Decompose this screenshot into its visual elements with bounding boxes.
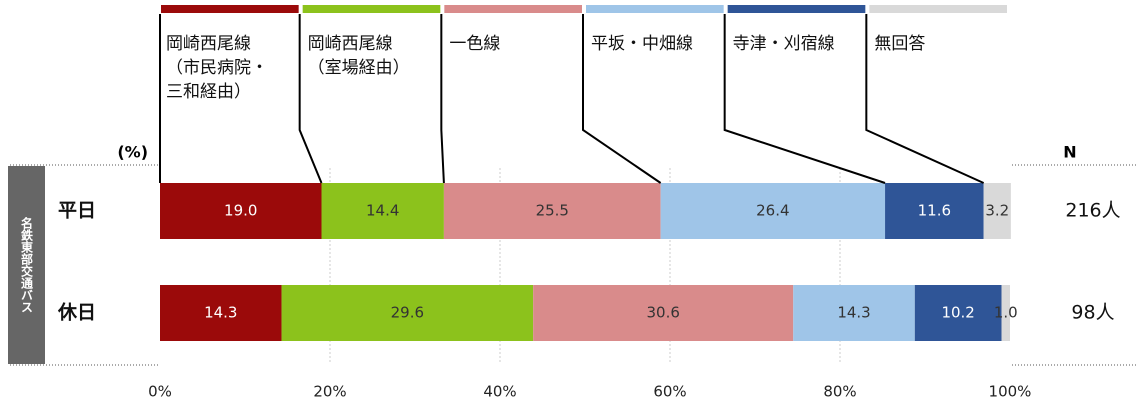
leader-line (298, 14, 323, 184)
bar-segment (281, 285, 534, 341)
x-tick-label: 20% (313, 383, 346, 401)
n-label: 98人 (1071, 302, 1114, 324)
value-label: 19.0 (224, 202, 257, 220)
x-tick-label: 100% (989, 383, 1032, 401)
bar-segment (793, 285, 915, 341)
bar-segment (983, 183, 1011, 239)
value-label: 29.6 (391, 304, 424, 322)
value-label: 14.3 (204, 304, 237, 322)
legend-label: 一色線 (449, 34, 501, 54)
leader-line (582, 14, 662, 184)
unit-label: (%) (117, 143, 148, 162)
legend-box: 寺津・刈宿線 (732, 34, 835, 54)
category-label: 休日 (57, 302, 96, 324)
x-tick-label: 80% (823, 383, 856, 401)
legend-swatch (586, 5, 724, 13)
leader-line (865, 14, 985, 184)
value-label: 3.2 (985, 202, 1009, 220)
bar-segment (160, 285, 282, 341)
legend-label: 無回答 (874, 34, 926, 54)
x-tick-label: 60% (653, 383, 686, 401)
legend-label: 平坂・中畑線 (591, 34, 693, 54)
x-tick-label: 40% (483, 383, 516, 401)
legend-box: 一色線 (449, 34, 501, 54)
value-label: 14.4 (366, 202, 399, 220)
legend-box: 岡崎西尾線 （室場経由） (307, 34, 410, 78)
legend-swatch (727, 5, 866, 13)
bar-segment (321, 183, 444, 239)
category-label: 平日 (58, 200, 96, 222)
n-label: 216人 (1065, 200, 1120, 222)
value-label: 14.3 (837, 304, 870, 322)
legend-box: 無回答 (874, 34, 926, 54)
value-label: 25.5 (536, 202, 569, 220)
legend-label: 岡崎西尾線 （市民病院・ 三和経由） (166, 34, 268, 102)
group-label-box: 名鉄東部交通バス (19, 217, 34, 313)
legend-label: 寺津・刈宿線 (732, 34, 835, 54)
leader-line (440, 14, 445, 184)
bar-segment (533, 285, 794, 341)
value-label: 30.6 (646, 304, 679, 322)
value-label: 26.4 (756, 202, 789, 220)
value-label: 11.6 (918, 202, 951, 220)
bar-segment (1001, 285, 1010, 341)
bar-segment (885, 183, 984, 239)
legend-swatch (444, 5, 582, 13)
group-label: 名鉄東部交通バス (19, 217, 34, 313)
group-box (8, 166, 45, 364)
bar-segment (443, 183, 661, 239)
legend-box: 岡崎西尾線 （市民病院・ 三和経由） (166, 34, 268, 102)
legend-swatch (869, 5, 1007, 13)
legend-swatch (161, 5, 299, 13)
bar-segment (660, 183, 886, 239)
leader-line (723, 14, 886, 184)
value-label: 10.2 (941, 304, 974, 322)
legend-box: 平坂・中畑線 (591, 34, 693, 54)
legend-swatch (302, 5, 441, 13)
value-label: 1.0 (994, 304, 1018, 322)
x-tick-label: 0% (148, 383, 172, 401)
n-header: N (1063, 143, 1076, 162)
legend-label: 岡崎西尾線 （室場経由） (307, 34, 410, 78)
bar-segment (914, 285, 1002, 341)
bar-segment (160, 183, 322, 239)
